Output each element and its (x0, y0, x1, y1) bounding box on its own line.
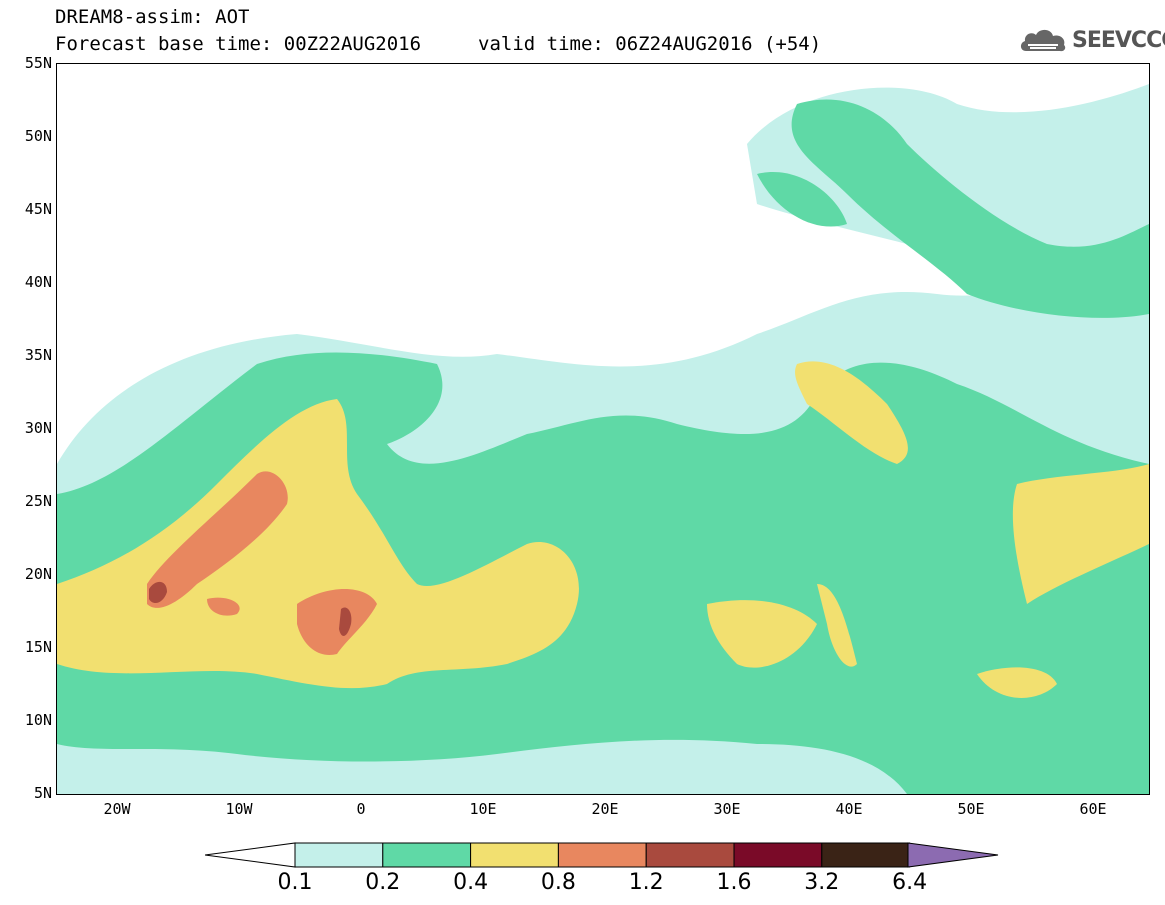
lon-label: 20E (591, 800, 619, 818)
colorbar-swatch (382, 842, 472, 868)
lon-label: 30E (713, 800, 741, 818)
lon-label: 50E (957, 800, 985, 818)
colorbar (204, 842, 1000, 868)
lon-label: 20W (103, 800, 131, 818)
lon-label: 40E (835, 800, 863, 818)
forecast-base-time: Forecast base time: 00Z22AUG2016 (55, 33, 422, 55)
colorbar-swatch (821, 842, 911, 868)
map-title: DREAM8-assim: AOT (55, 6, 250, 28)
colorbar-swatch (645, 842, 735, 868)
colorbar-swatch (733, 842, 823, 868)
lon-label: 10E (469, 800, 497, 818)
lat-label: 25N (24, 492, 52, 510)
colorbar-label: 1.6 (716, 870, 752, 895)
colorbar-label: 0.2 (365, 870, 401, 895)
colorbar-swatch (470, 842, 559, 868)
colorbar-label: 6.4 (892, 870, 928, 895)
lon-label: 0 (356, 800, 366, 818)
colorbar-swatch (294, 842, 384, 868)
colorbar-svg (204, 842, 999, 868)
aot-contour-0.8 (147, 471, 377, 655)
lat-label: 10N (24, 711, 52, 729)
lat-label: 35N (24, 346, 52, 364)
colorbar-label: 0.1 (277, 870, 313, 895)
valid-time: valid time: 06Z24AUG2016 (+54) (478, 33, 822, 55)
colorbar-label: 0.8 (540, 870, 576, 895)
aot-contour-0.4 (57, 361, 1149, 698)
lat-label: 5N (33, 784, 52, 802)
lat-label: 45N (24, 200, 52, 218)
cloud-icon (1020, 29, 1066, 52)
lat-label: 15N (24, 638, 52, 656)
seevccc-logo: SEEVCCC (1018, 24, 1165, 56)
colorbar-label: 3.2 (804, 870, 840, 895)
aot-map-canvas (57, 64, 1149, 794)
aot-contour-1.2 (149, 581, 352, 636)
lat-label: 50N (24, 127, 52, 145)
aot-map (56, 63, 1150, 795)
colorbar-label: 1.2 (628, 870, 664, 895)
lat-label: 40N (24, 273, 52, 291)
lat-label: 20N (24, 565, 52, 583)
lat-label: 55N (24, 54, 52, 72)
lat-label: 30N (24, 419, 52, 437)
colorbar-label: 0.4 (453, 870, 489, 895)
logo-text: SEEVCCC (1072, 27, 1165, 53)
lon-label: 60E (1079, 800, 1107, 818)
colorbar-swatch (557, 842, 647, 868)
lon-label: 10W (225, 800, 253, 818)
